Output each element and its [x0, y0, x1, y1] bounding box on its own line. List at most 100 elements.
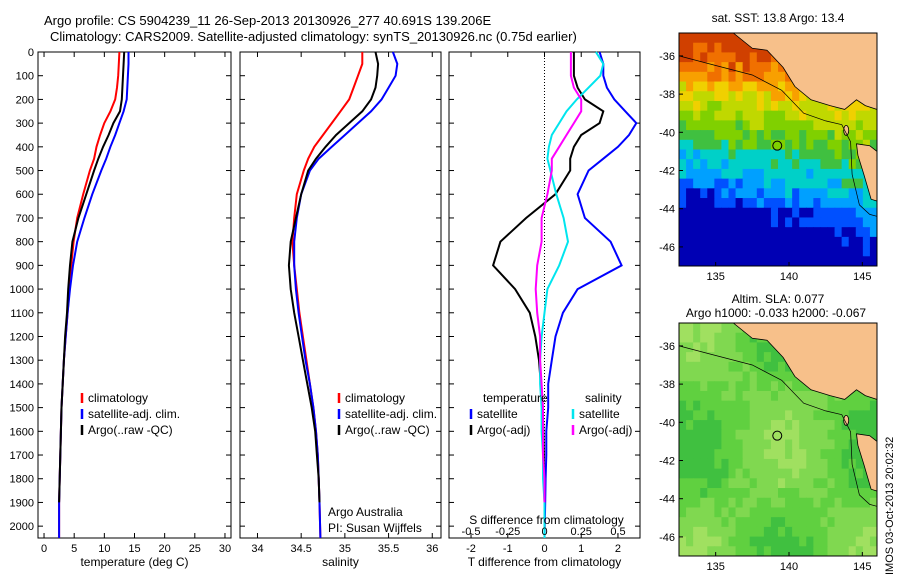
- sla_map-cell: [785, 381, 793, 392]
- sst_map-cell: [792, 110, 800, 121]
- sla_map-ytick-label: -46: [659, 532, 675, 544]
- sst_map-cell: [735, 100, 744, 112]
- sst_map-cell: [827, 227, 836, 238]
- sla_map-cell: [749, 439, 758, 450]
- sst_map-cell: [806, 246, 814, 257]
- sla_map-cell: [742, 497, 751, 509]
- sla_map-cell: [862, 536, 871, 547]
- sla_map-cell: [869, 429, 877, 441]
- sst_map-cell: [679, 91, 687, 102]
- sst_map-cell: [813, 159, 822, 170]
- sst_map-cell: [785, 227, 793, 238]
- sst_map-cell: [693, 149, 701, 160]
- sla_map-cell: [834, 449, 843, 460]
- sla_map-cell: [721, 449, 730, 460]
- sla_map-cell: [770, 429, 779, 441]
- sst_map-cell: [700, 198, 708, 209]
- sla_map-cell: [770, 449, 779, 460]
- sst_map-cell: [862, 188, 871, 199]
- sla_map-cell: [792, 410, 800, 421]
- sst_map-cell: [799, 168, 807, 180]
- sla_map-cell: [785, 400, 793, 411]
- sla_map-cell: [707, 410, 715, 421]
- temperature-xtick-label: 5: [71, 543, 77, 555]
- sst_map-cell: [820, 120, 829, 131]
- sla_map-cell: [799, 381, 807, 392]
- sst_map-cell: [756, 159, 765, 170]
- sla_map-cell: [742, 361, 751, 373]
- temperature-legend-label: climatology: [88, 391, 148, 405]
- sst_map-cell: [721, 139, 730, 151]
- sst_map-cell: [785, 217, 793, 228]
- sla_map-cell: [806, 478, 814, 489]
- sla_map-cell: [855, 449, 864, 460]
- sst_map-cell: [714, 52, 723, 63]
- sla_map-cell: [799, 546, 807, 556]
- sst_map-cell: [679, 149, 687, 160]
- sla_map-cell: [792, 507, 800, 518]
- sla_map-cell: [848, 429, 857, 441]
- sst_map-cell: [848, 246, 857, 257]
- sla_map-cell: [763, 458, 772, 470]
- sst_map-cell: [792, 159, 800, 170]
- sst_map-cell: [686, 236, 694, 248]
- sst_map-cell: [735, 62, 744, 73]
- difference-xtick-label: -2: [466, 543, 476, 555]
- sst_map-cell: [862, 207, 871, 219]
- sst_map-cell: [728, 130, 737, 141]
- sst_map-cell: [785, 159, 793, 170]
- sla_map-cell: [862, 400, 871, 411]
- sla_map-cell: [820, 536, 829, 547]
- sla_map-cell: [735, 517, 744, 528]
- sla_map-cell: [693, 546, 701, 556]
- sst_map-cell: [820, 178, 829, 189]
- sla_map-cell: [834, 439, 843, 450]
- sst_map-cell: [778, 188, 786, 199]
- sst_map-cell: [848, 188, 857, 199]
- sst_map-cell: [728, 139, 737, 151]
- sst_map-cell: [686, 178, 694, 189]
- sla_map-cell: [728, 546, 737, 556]
- sst_map-cell: [735, 52, 744, 63]
- sla_map-cell: [700, 439, 708, 450]
- sla_map-cell: [742, 352, 751, 363]
- sla_map-cell: [735, 342, 744, 353]
- sla_map-cell: [714, 526, 723, 538]
- sst_map-cell: [721, 168, 730, 180]
- sst_map-cell: [785, 188, 793, 199]
- sst_map-cell: [700, 91, 708, 102]
- sla_map-cell: [728, 536, 737, 547]
- salinity-xlabel: salinity: [322, 555, 359, 569]
- sla_map-cell: [799, 507, 807, 518]
- credit-text: IMOS 03-Oct-2013 20:02:32: [884, 437, 896, 575]
- sla_map-cell: [679, 420, 687, 431]
- sla_map-cell: [700, 517, 708, 528]
- sla_map-cell: [799, 449, 807, 460]
- sla_map-cell: [721, 517, 730, 528]
- sla_map-ytick-label: -40: [659, 417, 675, 429]
- sla_map-cell: [721, 507, 730, 518]
- sla_map-cell: [749, 381, 758, 392]
- sst_map-cell: [827, 256, 836, 266]
- sla_map-cell: [792, 546, 800, 556]
- sst_map-cell: [756, 198, 765, 209]
- sla_map-cell: [799, 536, 807, 547]
- sla_map-cell: [742, 546, 751, 556]
- sst_map-cell: [820, 188, 829, 199]
- sla_map-cell: [756, 390, 765, 402]
- sla_map-cell: [841, 478, 850, 489]
- sst_map-cell: [700, 100, 708, 112]
- sst_map-cell: [763, 52, 772, 63]
- sst_map-cell: [735, 198, 744, 209]
- sst_map-cell: [679, 33, 687, 44]
- sst_map-cell: [728, 33, 737, 44]
- sst_map-cell: [721, 198, 730, 209]
- sla_map-cell: [799, 458, 807, 470]
- sla_map-cell: [862, 488, 871, 499]
- sst_map-cell: [749, 217, 758, 228]
- sla_map-cell: [735, 400, 744, 411]
- sst_map-profile-marker: [772, 140, 783, 151]
- sst_map-cell: [827, 120, 836, 131]
- sla_map-cell: [756, 352, 765, 363]
- sla_map-cell: [700, 352, 708, 363]
